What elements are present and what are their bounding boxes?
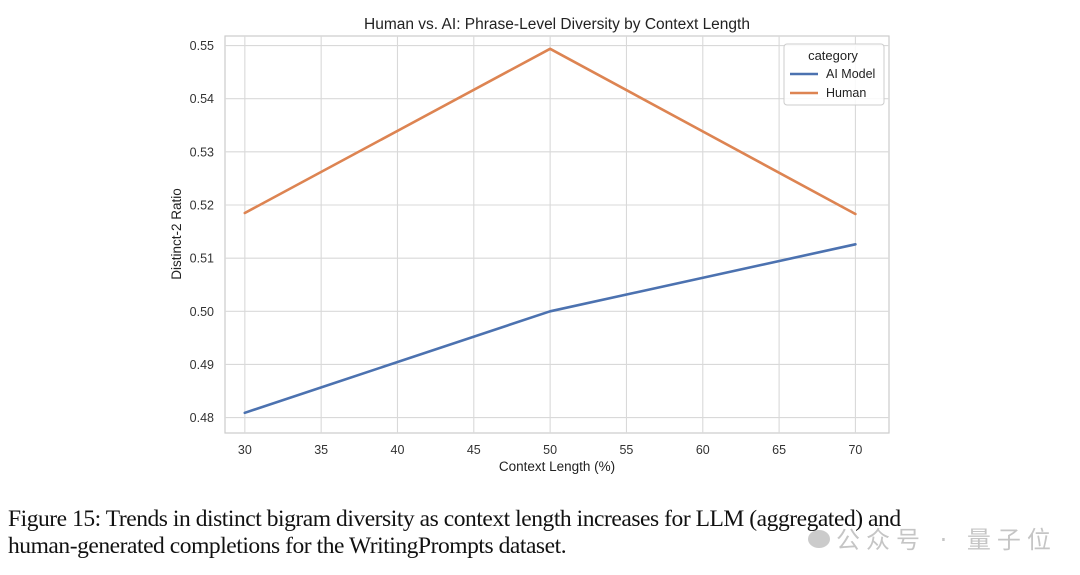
x-tick-label: 35 — [314, 443, 328, 457]
x-tick-label: 70 — [848, 443, 862, 457]
x-tick-label: 45 — [467, 443, 481, 457]
x-tick-label: 55 — [619, 443, 633, 457]
y-tick-label: 0.54 — [190, 92, 214, 106]
x-tick-label: 65 — [772, 443, 786, 457]
x-tick-label: 50 — [543, 443, 557, 457]
series-lines — [243, 47, 857, 415]
legend-title: category — [808, 48, 858, 63]
y-tick-label: 0.50 — [190, 305, 214, 319]
caption-line-2: human-generated completions for the Writ… — [8, 533, 567, 559]
x-tick-label: 30 — [238, 443, 252, 457]
y-tick-label: 0.51 — [190, 252, 214, 266]
y-tick-label: 0.49 — [190, 358, 214, 372]
y-axis-label: Distinct-2 Ratio — [169, 188, 184, 280]
line-chart: Human vs. AI: Phrase-Level Diversity by … — [169, 16, 890, 474]
x-tick-label: 40 — [391, 443, 405, 457]
y-tick-label: 0.48 — [190, 411, 214, 425]
legend-label-human: Human — [826, 86, 866, 100]
y-tick-label: 0.52 — [190, 199, 214, 213]
chart-title: Human vs. AI: Phrase-Level Diversity by … — [364, 16, 750, 33]
legend: category AI Model Human — [783, 43, 885, 106]
figure-caption: Figure 15: Trends in distinct bigram div… — [8, 506, 1073, 560]
caption-line-1: Figure 15: Trends in distinct bigram div… — [8, 506, 901, 532]
legend-box — [783, 43, 885, 106]
x-tick-labels: 30 35 40 45 50 55 60 65 70 — [238, 443, 863, 457]
y-tick-labels: 0.48 0.49 0.50 0.51 0.52 0.53 0.54 0.55 — [190, 39, 214, 425]
series-line-human — [243, 47, 857, 216]
x-tick-label: 60 — [696, 443, 710, 457]
y-gridlines — [225, 45, 889, 419]
y-tick-label: 0.53 — [190, 145, 214, 159]
y-tick-label: 0.55 — [190, 39, 214, 53]
legend-label-ai-model: AI Model — [826, 67, 875, 81]
x-axis-label: Context Length (%) — [499, 459, 615, 474]
series-line-ai-model — [243, 243, 857, 415]
plot-area — [224, 35, 890, 434]
